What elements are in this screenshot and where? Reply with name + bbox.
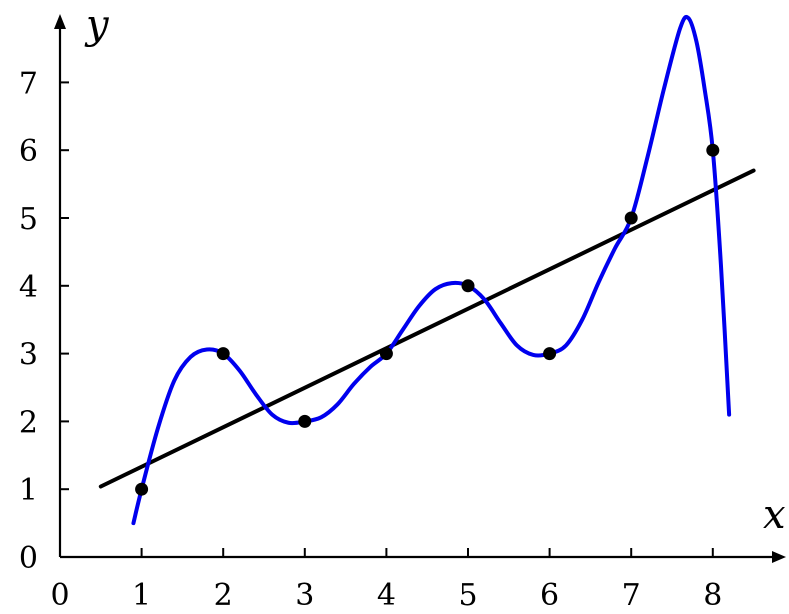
y-tick-label: 7: [19, 66, 38, 101]
y-tick-label: 5: [19, 202, 38, 237]
data-point: [461, 279, 475, 293]
x-tick-label: 8: [703, 578, 722, 613]
x-tick-label: 7: [622, 578, 641, 613]
y-axis-label: y: [84, 2, 110, 48]
x-tick-label: 2: [214, 578, 233, 613]
x-tick-label: 0: [50, 578, 69, 613]
data-point: [706, 143, 720, 157]
x-axis-label: x: [763, 492, 786, 538]
x-tick-label: 1: [132, 578, 151, 613]
interpolating-curve: [131, 14, 732, 526]
y-tick-label: 2: [19, 405, 38, 440]
data-point: [624, 211, 638, 225]
x-axis-arrow-icon: [772, 551, 786, 563]
data-point: [135, 482, 149, 496]
data-point: [216, 347, 230, 361]
series: [98, 14, 756, 526]
y-tick-label: 0: [19, 541, 38, 576]
ticks: 0 1 2 3 4 5 6 7 8 0 1 2 3 4 5 6 7: [19, 66, 722, 613]
y-axis-arrow-icon: [54, 14, 66, 29]
axes: x y: [54, 2, 786, 563]
x-tick-label: 5: [458, 578, 477, 613]
x-tick-label: 3: [295, 578, 314, 613]
x-tick-label: 4: [377, 578, 396, 613]
data-points: [135, 143, 720, 496]
y-tick-label: 4: [19, 270, 38, 305]
data-point: [298, 414, 312, 428]
x-tick-label: 6: [540, 578, 559, 613]
y-tick-label: 1: [19, 473, 38, 508]
data-point: [379, 347, 393, 361]
y-tick-label: 3: [19, 338, 38, 373]
regression-line: [98, 168, 756, 489]
y-tick-label: 6: [19, 134, 38, 169]
data-point: [543, 347, 557, 361]
